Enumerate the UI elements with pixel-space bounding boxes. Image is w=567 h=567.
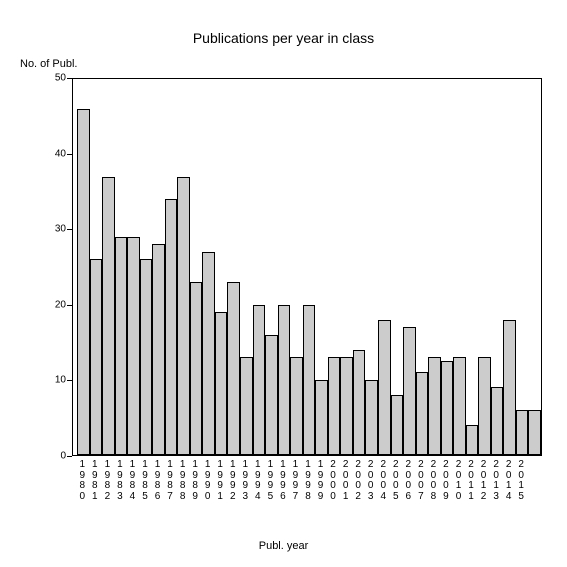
x-tick-label: 1 9 9 0 [203,460,213,502]
x-tick-label: 1 9 8 0 [77,460,87,502]
y-tick-label: 40 [42,148,66,159]
bar [441,361,454,455]
bar [152,244,165,455]
x-tick-label: 1 9 9 5 [265,460,275,502]
plot-area [72,78,542,456]
y-tick-label: 20 [42,299,66,310]
bar [416,372,429,455]
bar [303,305,316,455]
x-tick-label: 1 9 9 7 [290,460,300,502]
x-tick-label: 1 9 9 8 [303,460,313,502]
bar [165,199,178,455]
chart-title: Publications per year in class [0,30,567,46]
x-tick-label: 2 0 1 2 [479,460,489,502]
x-tick-label: 2 0 1 3 [491,460,501,502]
x-tick-label: 1 9 8 5 [140,460,150,502]
bar [403,327,416,455]
x-tick-label: 1 9 8 8 [178,460,188,502]
x-tick-label: 2 0 1 4 [504,460,514,502]
bar [215,312,228,455]
x-tick-label: 1 9 8 4 [127,460,137,502]
y-tick-mark [67,305,72,306]
x-tick-label: 1 9 8 3 [115,460,125,502]
x-tick-label: 2 0 1 5 [516,460,526,502]
x-tick-label: 1 9 9 6 [278,460,288,502]
bar [127,237,140,455]
bar [115,237,128,455]
x-tick-label: 2 0 0 8 [428,460,438,502]
x-tick-label: 1 9 8 1 [90,460,100,502]
y-tick-mark [67,78,72,79]
x-tick-label: 1 9 9 2 [228,460,238,502]
bar [365,380,378,455]
bar [340,357,353,455]
chart-container: Publications per year in class No. of Pu… [0,0,567,567]
x-axis-label: Publ. year [0,540,567,552]
bar [253,305,266,455]
bar [315,380,328,455]
x-tick-label: 1 9 8 9 [190,460,200,502]
bar [77,109,90,455]
x-tick-label: 1 9 8 7 [165,460,175,502]
bar [202,252,215,455]
y-tick-mark [67,456,72,457]
bar [278,305,291,455]
x-tick-label: 1 9 9 1 [215,460,225,502]
bar [265,335,278,455]
bar [516,410,529,455]
y-tick-mark [67,154,72,155]
bar [328,357,341,455]
y-tick-label: 30 [42,224,66,235]
y-tick-label: 50 [42,73,66,84]
x-tick-label: 2 0 0 6 [403,460,413,502]
bar [478,357,491,455]
y-tick-label: 0 [42,451,66,462]
x-tick-label: 1 9 9 4 [253,460,263,502]
bar [140,259,153,455]
bar [466,425,479,455]
bar [353,350,366,455]
x-tick-label: 2 0 0 2 [353,460,363,502]
x-tick-label: 1 9 9 9 [316,460,326,502]
bar [491,387,504,455]
x-tick-label: 2 0 1 0 [453,460,463,502]
bar [453,357,466,455]
bar [177,177,190,455]
y-tick-label: 10 [42,375,66,386]
x-tick-label: 2 0 1 1 [466,460,476,502]
bar [378,320,391,455]
bar [102,177,115,455]
x-tick-label: 2 0 0 3 [366,460,376,502]
x-tick-label: 2 0 0 1 [341,460,351,502]
x-tick-label: 2 0 0 0 [328,460,338,502]
y-tick-mark [67,380,72,381]
bar [190,282,203,455]
y-axis-label: No. of Publ. [20,58,77,70]
x-tick-label: 2 0 0 7 [416,460,426,502]
x-tick-label: 1 9 8 2 [102,460,112,502]
bar [528,410,541,455]
bar [240,357,253,455]
bar [503,320,516,455]
bar [391,395,404,455]
x-tick-label: 1 9 8 6 [153,460,163,502]
y-tick-mark [67,229,72,230]
bar [290,357,303,455]
x-tick-label: 2 0 0 9 [441,460,451,502]
bar [90,259,103,455]
bar [428,357,441,455]
x-tick-label: 2 0 0 5 [391,460,401,502]
bar [227,282,240,455]
x-tick-label: 1 9 9 3 [240,460,250,502]
x-tick-label: 2 0 0 4 [378,460,388,502]
